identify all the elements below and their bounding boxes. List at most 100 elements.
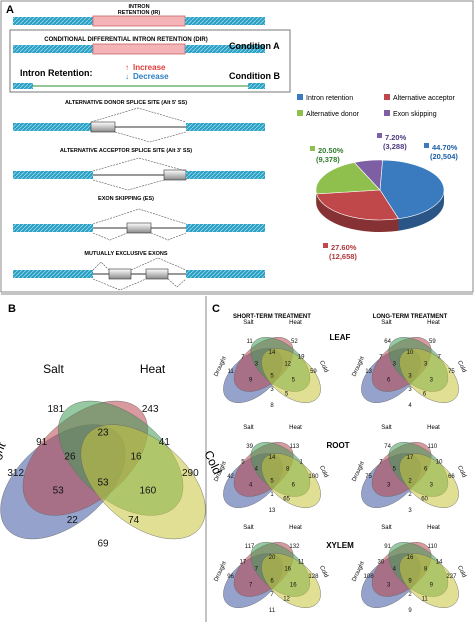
exon — [13, 171, 93, 179]
set-label-heat: Heat — [140, 362, 166, 376]
venn-count: 3 — [430, 483, 434, 489]
venn-count: 6 — [292, 483, 296, 489]
splice-path — [92, 157, 187, 172]
venn-count: 5 — [292, 378, 296, 384]
venn-count: 128 — [308, 574, 319, 580]
venn-count: 64 — [384, 339, 391, 345]
venn-count: 5 — [270, 374, 274, 380]
cold-ellipse — [261, 453, 321, 508]
venn-count: 132 — [289, 544, 300, 550]
venn-count: 5 — [393, 466, 397, 472]
venn-count: 39 — [246, 444, 253, 450]
cold-ellipse — [399, 348, 459, 403]
venn-count: 11 — [298, 560, 305, 566]
ir-label-1: INTRON — [128, 4, 149, 10]
venn-count: 4 — [255, 466, 259, 472]
venn-count: 91 — [36, 437, 48, 448]
splice-path — [92, 232, 128, 241]
venn-count: 113 — [290, 444, 300, 450]
splice-path — [114, 131, 187, 143]
set-label-salt: Salt — [381, 525, 392, 531]
set-label-salt: Salt — [381, 425, 392, 431]
exon — [185, 17, 265, 25]
venn-count: 42 — [227, 474, 234, 480]
venn-count: 10 — [436, 460, 443, 466]
venn-count: 3 — [424, 361, 428, 367]
dir-box: CONDITIONAL DIFFERENTIAL INTRON RETENTIO… — [9, 29, 291, 93]
venn-count: 2 — [408, 479, 412, 485]
venn-count: 108 — [364, 574, 375, 580]
venn-count: 1 — [299, 460, 303, 466]
venn-diagram: 75 74 110 66 7 17 10 5 6 3 2 3 60 3 2 Drought Salt Heat Co… — [351, 425, 467, 514]
tissue-label: ROOT — [326, 441, 349, 450]
venn-count: 5 — [241, 460, 245, 466]
panel-label-a: A — [6, 4, 14, 16]
legend-label: Alternative acceptor — [393, 95, 456, 102]
set-label-drought: Drought — [351, 461, 366, 483]
venn-count: 13 — [269, 508, 276, 514]
set-label-salt: Salt — [43, 362, 64, 376]
pie-label-count: (20,504) — [430, 152, 458, 161]
venn-count: 4 — [249, 483, 253, 489]
panel-label-c: C — [212, 303, 220, 315]
exon — [13, 45, 93, 53]
pie-slice — [379, 159, 445, 220]
panel-label-b: B — [8, 303, 16, 315]
venn-count: 9 — [408, 608, 412, 614]
set-label-heat: Heat — [427, 320, 440, 326]
venn-count: 3 — [408, 374, 412, 380]
exon — [186, 224, 265, 232]
venn-count: 19 — [298, 355, 305, 361]
ir-diagram: INTRON RETENTION (IR) — [13, 4, 265, 27]
set-label-salt: Salt — [243, 425, 254, 431]
legend-label: Alternative donor — [306, 111, 360, 118]
tissue-label: LEAF — [330, 333, 351, 342]
set-label-drought: Drought — [213, 561, 228, 583]
cold-ellipse — [80, 424, 206, 540]
pie-label-count: (12,658) — [329, 252, 357, 261]
venn-count: 26 — [64, 451, 76, 462]
pie-label-percent: 20.50% — [318, 146, 344, 155]
set-label-cold: Cold — [456, 465, 467, 479]
cold-ellipse — [261, 553, 321, 608]
venn-count: 3 — [387, 583, 391, 589]
venn-count: 41 — [159, 437, 171, 448]
set-label-cold: Cold — [318, 565, 329, 579]
splice-path — [92, 278, 147, 291]
condition-b: Condition B — [229, 71, 280, 81]
venn-count: 60 — [421, 497, 428, 503]
pie-chart — [315, 159, 445, 232]
venn-count: 12 — [283, 597, 290, 603]
exon — [185, 45, 265, 53]
venn-count: 59 — [310, 369, 317, 375]
pie-slice — [315, 162, 381, 195]
legend-swatch — [297, 110, 303, 116]
mutually-exclusive-exon — [145, 268, 169, 280]
venn-count: 6 — [270, 579, 274, 585]
exon — [13, 17, 93, 25]
ir-label-2: RETENTION (IR) — [118, 10, 161, 16]
mee-title: MUTUALLY EXCLUSIVE EXONS — [84, 251, 167, 257]
pie-label-marker — [377, 133, 382, 138]
venn-count: 30 — [378, 560, 385, 566]
venn-count: 3 — [387, 483, 391, 489]
splice-path — [130, 257, 187, 271]
venn-count: 16 — [130, 451, 142, 462]
venn-count: 5 — [270, 479, 274, 485]
venn-count: 7 — [437, 355, 441, 361]
exon — [13, 224, 93, 232]
venn-count: 74 — [128, 515, 140, 526]
venn-count: 7 — [249, 583, 253, 589]
venn-count: 4 — [408, 403, 412, 409]
venn-count: 227 — [446, 574, 457, 580]
set-label-salt: Salt — [243, 525, 254, 531]
set-label-cold: Cold — [318, 360, 329, 374]
mutually-exclusive-exon — [108, 268, 132, 280]
pie-label-count: (9,378) — [316, 155, 340, 164]
decrease-label: Decrease — [133, 72, 169, 81]
alt-exon — [163, 169, 187, 181]
